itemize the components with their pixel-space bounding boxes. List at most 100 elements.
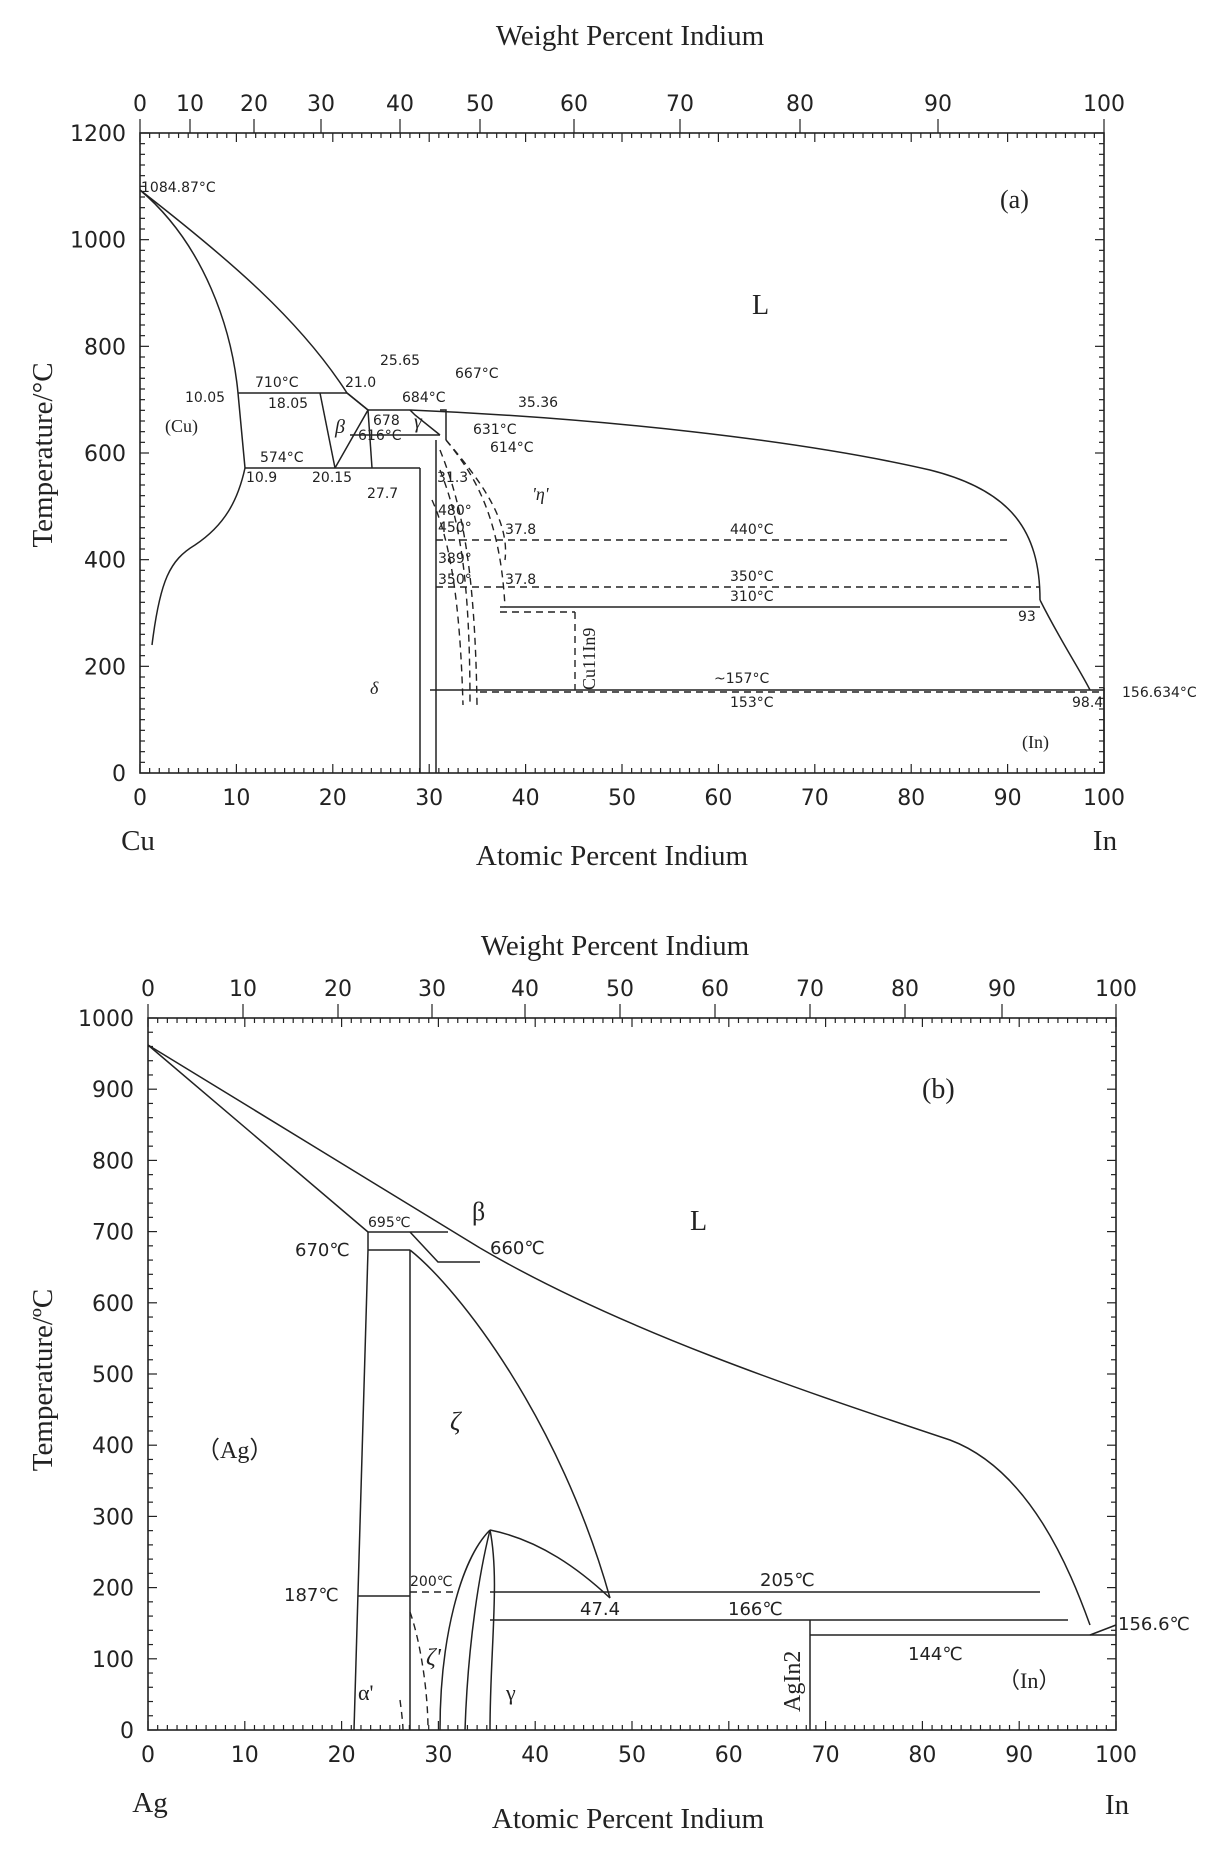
eta-boundary-2 (445, 439, 507, 561)
top-tick-label: 50 (606, 977, 634, 1002)
label-c3536: 35.36 (518, 395, 558, 411)
top-tick-label: 10 (176, 92, 204, 117)
left-element-label: Ag (132, 1787, 167, 1819)
label-in-phase: （In） (998, 1668, 1060, 1693)
top-tick-label: 20 (324, 977, 352, 1002)
y-tick-label: 600 (92, 1292, 134, 1317)
label-c2565: 25.65 (380, 353, 420, 369)
label-c210: 21.0 (345, 375, 376, 391)
phase-boundaries (139, 189, 1105, 773)
label-t450: 450° (438, 520, 472, 536)
label-gamma: γ (414, 411, 423, 433)
y-tick-label: 900 (92, 1078, 134, 1103)
axis-ticks (139, 132, 1105, 774)
zeta-liquidus (409, 1249, 611, 1599)
top-tick-label: 80 (891, 977, 919, 1002)
liquidus-ag (147, 1044, 481, 1249)
label-c313: 31.3 (437, 470, 468, 486)
label-beta: β (472, 1197, 485, 1226)
y-tick-label: 800 (92, 1149, 134, 1174)
label-t440: 440°C (730, 522, 774, 538)
top-tick-label: 60 (560, 92, 588, 117)
label-c277: 27.7 (367, 486, 398, 502)
annotations: (b) L β ζ ζ' α' γ （Ag） （In） AgIn2 695℃ 6… (196, 1074, 1190, 1712)
label-t670: 670℃ (295, 1240, 350, 1261)
eta-boundary-3 (439, 449, 478, 706)
label-t631: 631°C (473, 422, 517, 438)
x-tick-label: 40 (521, 1743, 549, 1768)
liquidus-cu (139, 189, 369, 411)
label-beta: β (334, 416, 345, 438)
beta-region (409, 1231, 480, 1263)
y-tick-label: 800 (84, 335, 126, 360)
left-element-label: Cu (121, 825, 155, 857)
tick-labels: 0 10 20 30 40 50 60 70 80 90 100020040060080010001… (70, 92, 1125, 811)
label-t660: 660℃ (490, 1238, 545, 1259)
y-tick-label: 0 (120, 1719, 134, 1744)
panel-tag: (b) (922, 1074, 955, 1105)
zeta-prime-boundary (409, 1611, 429, 1731)
label-c109: 10.9 (246, 470, 277, 486)
label-t1566: 156.6℃ (1118, 1614, 1190, 1635)
beta-right (319, 392, 336, 469)
y-tick-label: 200 (84, 655, 126, 680)
alpha-prime-boundary (399, 1699, 404, 1731)
eta-peak (440, 409, 447, 440)
bottom-axis-title: Atomic Percent Indium (476, 840, 749, 872)
x-tick-label: 90 (994, 786, 1022, 811)
label-c678: 678 (373, 413, 400, 429)
label-melt-cu: 1084.87°C (141, 180, 216, 196)
label-in-phase: (In) (1022, 732, 1049, 753)
x-tick-label: 60 (704, 786, 732, 811)
in-liquidus-end (1089, 1624, 1117, 1636)
label-t480: 480° (438, 503, 472, 519)
label-c378b: 37.8 (505, 572, 536, 588)
top-tick-label: 90 (924, 92, 952, 117)
x-tick-label: 70 (801, 786, 829, 811)
gamma-mid (464, 1529, 491, 1731)
x-tick-label: 30 (415, 786, 443, 811)
y-tick-label: 400 (84, 549, 126, 574)
y-axis-title: Temperature/°C (27, 362, 59, 547)
top-tick-label: 40 (511, 977, 539, 1002)
y-tick-label: 100 (92, 1648, 134, 1673)
x-tick-label: 0 (141, 1743, 155, 1768)
label-t310: 310°C (730, 589, 774, 605)
top-tick-label: 80 (786, 92, 814, 117)
label-t574: 574°C (260, 450, 304, 466)
label-t200: 200℃ (410, 1574, 452, 1590)
label-zeta-prime: ζ' (426, 1645, 442, 1671)
top-axis-title: Weight Percent Indium (481, 930, 750, 962)
x-tick-label: 20 (328, 1743, 356, 1768)
ag-solvus (353, 1249, 369, 1731)
x-tick-label: 80 (908, 1743, 936, 1768)
dashed-boundaries (399, 1591, 458, 1731)
top-tick-label: 70 (796, 977, 824, 1002)
y-tick-label: 0 (112, 762, 126, 787)
top-tick-label: 90 (988, 977, 1016, 1002)
label-c378a: 37.8 (505, 522, 536, 538)
label-eta: 'η' (532, 484, 550, 504)
x-tick-label: 30 (424, 1743, 452, 1768)
label-t667: 667°C (455, 366, 499, 382)
x-tick-label: 40 (512, 786, 540, 811)
x-tick-label: 90 (1005, 1743, 1033, 1768)
right-element-label: In (1105, 1789, 1130, 1821)
phase-boundaries (147, 1044, 1117, 1731)
top-tick-label: 100 (1083, 92, 1125, 117)
label-c474: 47.4 (580, 1599, 620, 1620)
tick-labels: 0 10 20 30 40 50 60 70 80 90 100010020030040050060… (78, 977, 1137, 1768)
panel-tag: (a) (1000, 185, 1029, 214)
axis-ticks (147, 1017, 1117, 1731)
label-delta: δ (370, 678, 379, 698)
label-t187: 187℃ (284, 1585, 339, 1606)
x-tick-label: 80 (897, 786, 925, 811)
label-liquid: L (752, 290, 769, 321)
top-tick-label: 30 (307, 92, 335, 117)
label-t614: 614°C (490, 440, 534, 456)
label-c1005: 10.05 (185, 390, 225, 406)
liquidus-in (409, 409, 1041, 601)
y-tick-label: 600 (84, 442, 126, 467)
